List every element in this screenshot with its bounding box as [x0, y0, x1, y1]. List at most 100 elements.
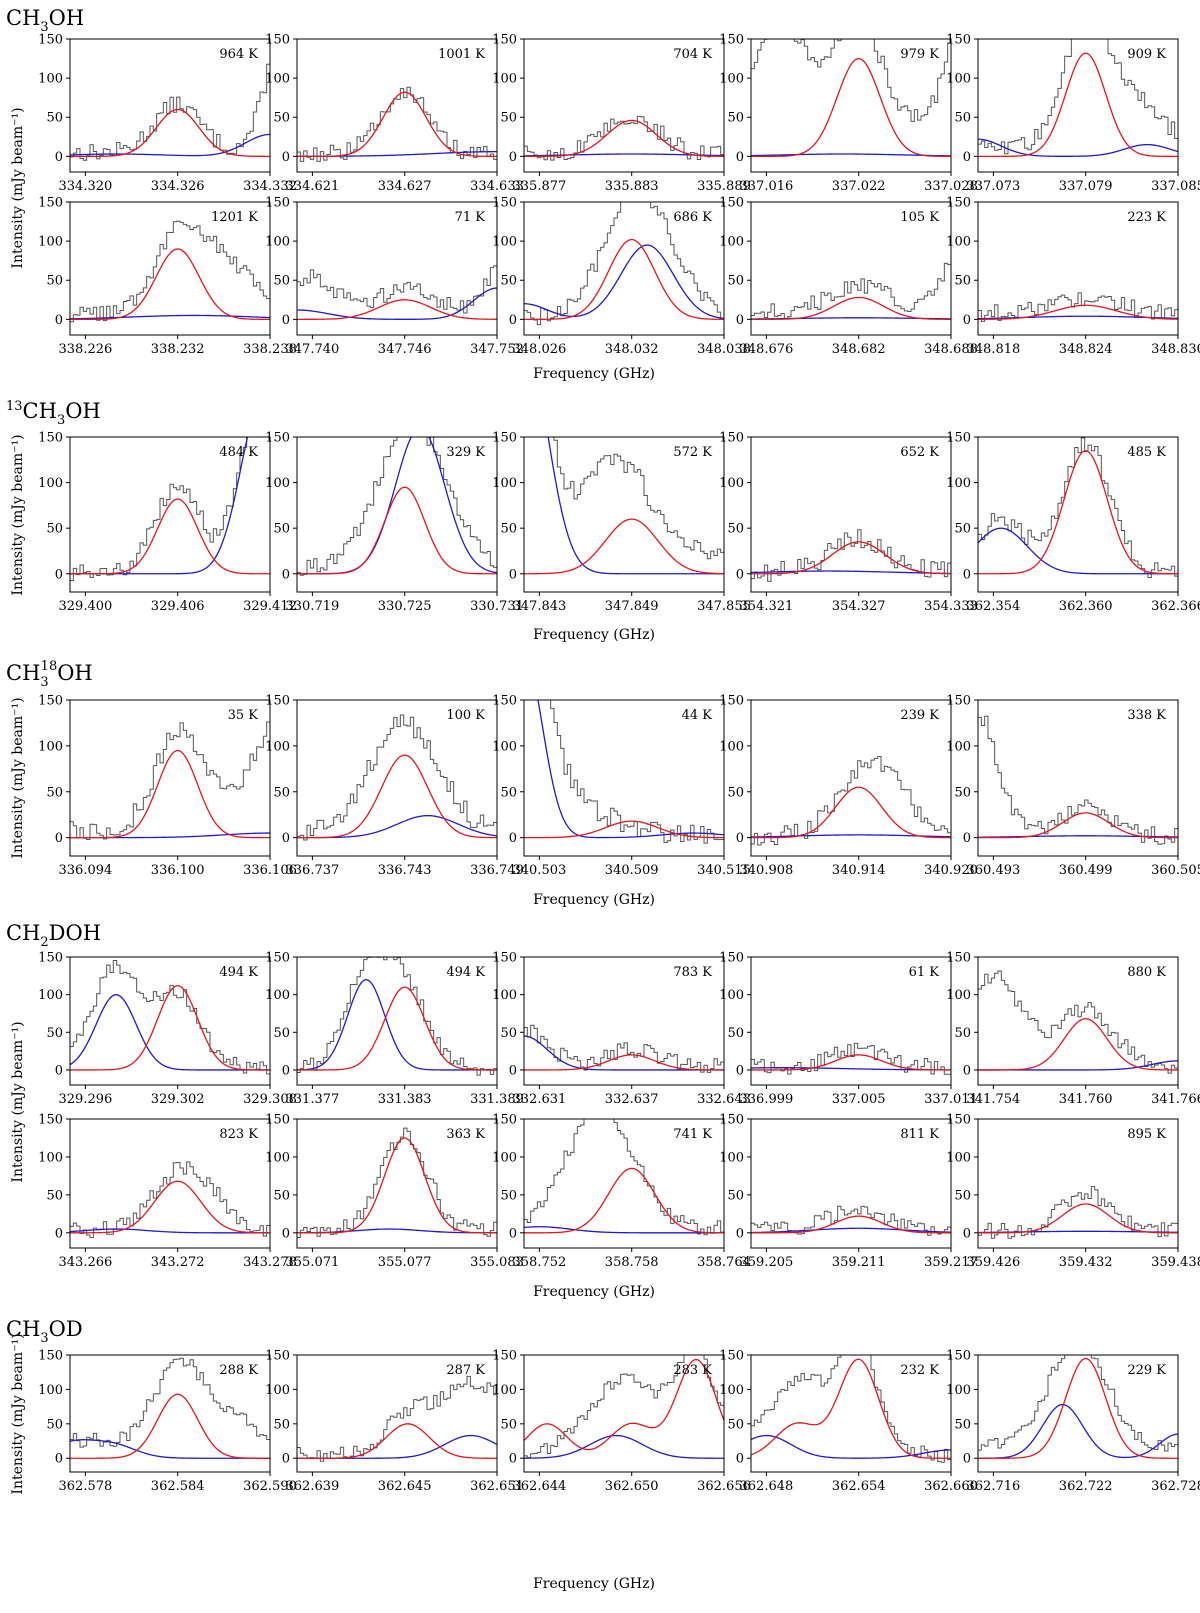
y-tick-label: 100	[719, 476, 744, 491]
x-tick-label: 362.654	[832, 1479, 886, 1494]
y-tick-label: 100	[492, 235, 517, 250]
observed-spectrum	[978, 970, 1178, 1074]
model-red-line	[751, 296, 951, 321]
x-tick-label: 340.503	[513, 863, 567, 878]
y-tick-label: 150	[946, 951, 971, 966]
observed-spectrum	[297, 265, 497, 314]
panel-frame	[69, 1354, 271, 1473]
spectrum-panel-0: 0 50 100 150 334.320 334.326 334.332 964 K	[38, 33, 297, 195]
model-blue-line	[70, 314, 270, 320]
spectrum-panel-28: 0 50 100 150 359.205 359.211 359.217 811 K	[719, 1113, 978, 1271]
model-red-line	[297, 486, 497, 575]
x-tick-label: 347.740	[286, 342, 340, 357]
x-tick-label: 355.077	[378, 1255, 432, 1270]
x-tick-label: 336.106	[243, 863, 297, 878]
spectrum-panel-16: 0 50 100 150 336.737 336.743 336.749 100 K	[265, 694, 524, 879]
model-red-line	[70, 1393, 270, 1459]
y-tick-label: 100	[719, 739, 744, 754]
x-tick-label: 332.643	[697, 1092, 751, 1107]
x-tick-label: 341.760	[1059, 1092, 1113, 1107]
y-tick-label: 150	[38, 33, 63, 48]
y-tick-label: 100	[946, 1383, 971, 1398]
x-tick-label: 348.032	[605, 342, 659, 357]
x-tick-label: 338.232	[151, 342, 205, 357]
y-tick-label: 50	[46, 522, 63, 537]
model-red-line	[297, 1423, 497, 1459]
x-tick-label: 340.908	[740, 863, 794, 878]
observed-spectrum	[70, 960, 270, 1075]
spectrum-panel-18: 0 50 100 150 340.908 340.914 340.920 239 K	[719, 694, 978, 879]
y-tick-label: 150	[38, 694, 63, 709]
panel-frame	[69, 956, 271, 1086]
x-tick-label: 329.308	[243, 1092, 297, 1107]
y-tick-label: 50	[273, 274, 290, 289]
y-tick-label: 100	[38, 739, 63, 754]
x-tick-label: 330.725	[378, 599, 432, 614]
panel-frame	[750, 956, 952, 1086]
model-red-line	[297, 754, 497, 839]
temperature-label: 232 K	[900, 1363, 939, 1378]
model-blue-line	[751, 1434, 951, 1459]
y-tick-label: 0	[509, 1063, 517, 1078]
y-tick-label: 100	[265, 739, 290, 754]
y-tick-label: 0	[282, 567, 290, 582]
spectrum-panel-17: 0 50 100 150 340.503 340.509 340.515 44 K	[492, 694, 751, 879]
observed-spectrum	[978, 1186, 1178, 1239]
x-tick-label: 347.855	[697, 599, 751, 614]
y-tick-label: 100	[492, 739, 517, 754]
y-tick-label: 0	[509, 150, 517, 165]
x-tick-label: 362.651	[470, 1479, 524, 1494]
x-tick-label: 341.766	[1151, 1092, 1200, 1107]
y-tick-label: 100	[946, 739, 971, 754]
x-tick-label: 334.320	[59, 179, 113, 194]
y-tick-label: 0	[509, 567, 517, 582]
spectrum-panel-29: 0 50 100 150 359.426 359.432 359.438 895 K	[946, 1113, 1200, 1271]
model-red-line	[70, 248, 270, 321]
x-tick-label: 334.332	[243, 179, 297, 194]
x-tick-label: 331.383	[378, 1092, 432, 1107]
model-red-line	[297, 91, 497, 158]
y-tick-label: 0	[282, 1063, 290, 1078]
y-tick-label: 0	[509, 313, 517, 328]
model-red-line	[70, 749, 270, 839]
x-tick-label: 330.731	[470, 599, 524, 614]
model-blue-line	[297, 287, 497, 320]
y-axis-label-ch3od: Intensity (mJy beam⁻¹)	[10, 1333, 26, 1494]
y-tick-label: 0	[736, 150, 744, 165]
model-red-line	[751, 541, 951, 575]
observed-spectrum	[70, 63, 270, 161]
panel-frame	[69, 699, 271, 857]
x-tick-label: 360.499	[1059, 863, 1113, 878]
y-tick-label: 0	[55, 1452, 63, 1467]
y-tick-label: 100	[265, 72, 290, 87]
spectrum-panel-31: 0 50 100 150 362.639 362.645 362.651 287 K	[265, 1349, 524, 1495]
panel-frame	[523, 699, 725, 857]
y-tick-label: 100	[719, 1150, 744, 1165]
y-tick-label: 50	[954, 274, 971, 289]
temperature-label: 223 K	[1127, 210, 1166, 225]
spectrum-panel-24: 0 50 100 150 341.754 341.760 341.766 880 K	[946, 951, 1200, 1108]
temperature-label: 35 K	[228, 708, 259, 723]
x-tick-label: 359.426	[967, 1255, 1021, 1270]
x-tick-label: 359.438	[1151, 1255, 1200, 1270]
y-tick-label: 50	[273, 785, 290, 800]
model-red-line	[524, 119, 724, 157]
temperature-label: 485 K	[1127, 445, 1166, 460]
x-tick-label: 354.327	[832, 599, 886, 614]
x-tick-label: 355.071	[286, 1255, 340, 1270]
y-tick-label: 0	[736, 567, 744, 582]
x-tick-label: 338.238	[243, 342, 297, 357]
model-red-line	[297, 299, 497, 320]
x-tick-label: 362.645	[378, 1479, 432, 1494]
x-tick-label: 340.914	[832, 863, 886, 878]
model-red-line	[524, 518, 724, 575]
spectrum-panel-32: 0 50 100 150 362.644 362.650 362.656 283 K	[492, 1349, 751, 1495]
y-tick-label: 0	[963, 150, 971, 165]
temperature-label: 105 K	[900, 210, 939, 225]
y-axis-label-o18: Intensity (mJy beam⁻¹)	[10, 697, 26, 858]
model-red-line	[978, 304, 1178, 320]
y-tick-label: 150	[492, 1349, 517, 1364]
panel-frame	[977, 1354, 1179, 1473]
x-tick-label: 337.005	[832, 1092, 886, 1107]
y-tick-label: 0	[509, 1452, 517, 1467]
